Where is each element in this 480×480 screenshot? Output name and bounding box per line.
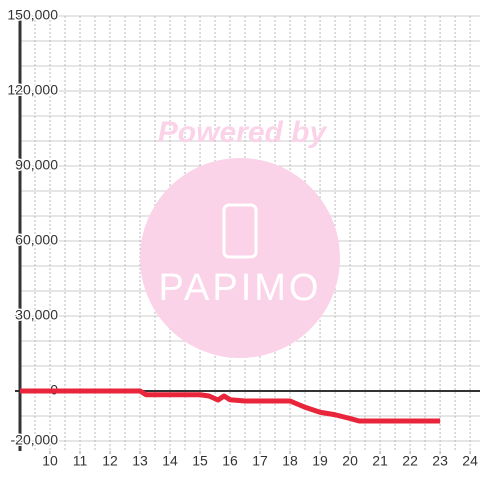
x-tick-label: 16: [222, 453, 238, 469]
y-tick-label: 150,000: [7, 7, 58, 23]
y-tick-label: -20,000: [11, 432, 59, 448]
x-tick-label: 23: [432, 453, 448, 469]
x-tick-label: 15: [192, 453, 208, 469]
x-tick-label: 11: [73, 453, 88, 469]
x-tick-label: 13: [132, 453, 148, 469]
line-series: [20, 388, 441, 424]
x-tick-label: 20: [342, 453, 358, 469]
y-tick-label: 60,000: [15, 232, 58, 248]
x-tick-label: 21: [372, 453, 388, 469]
watermark: Powered by PAPIMO: [140, 116, 340, 358]
y-tick-label: 90,000: [15, 157, 58, 173]
x-tick-label: 24: [462, 453, 478, 469]
x-tick-label: 14: [162, 453, 178, 469]
watermark-icon: [222, 203, 258, 259]
watermark-logo: PAPIMO: [159, 267, 322, 309]
y-tick-label: 30,000: [15, 307, 58, 323]
x-tick-label: 10: [42, 453, 58, 469]
x-tick-label: 17: [252, 453, 268, 469]
y-tick-label: 120,000: [7, 82, 58, 98]
x-tick-label: 22: [402, 453, 418, 469]
x-tick-label: 18: [282, 453, 298, 469]
watermark-text: Powered by: [158, 116, 328, 149]
x-tick-label: 19: [312, 453, 328, 469]
x-tick-label: 12: [102, 453, 118, 469]
